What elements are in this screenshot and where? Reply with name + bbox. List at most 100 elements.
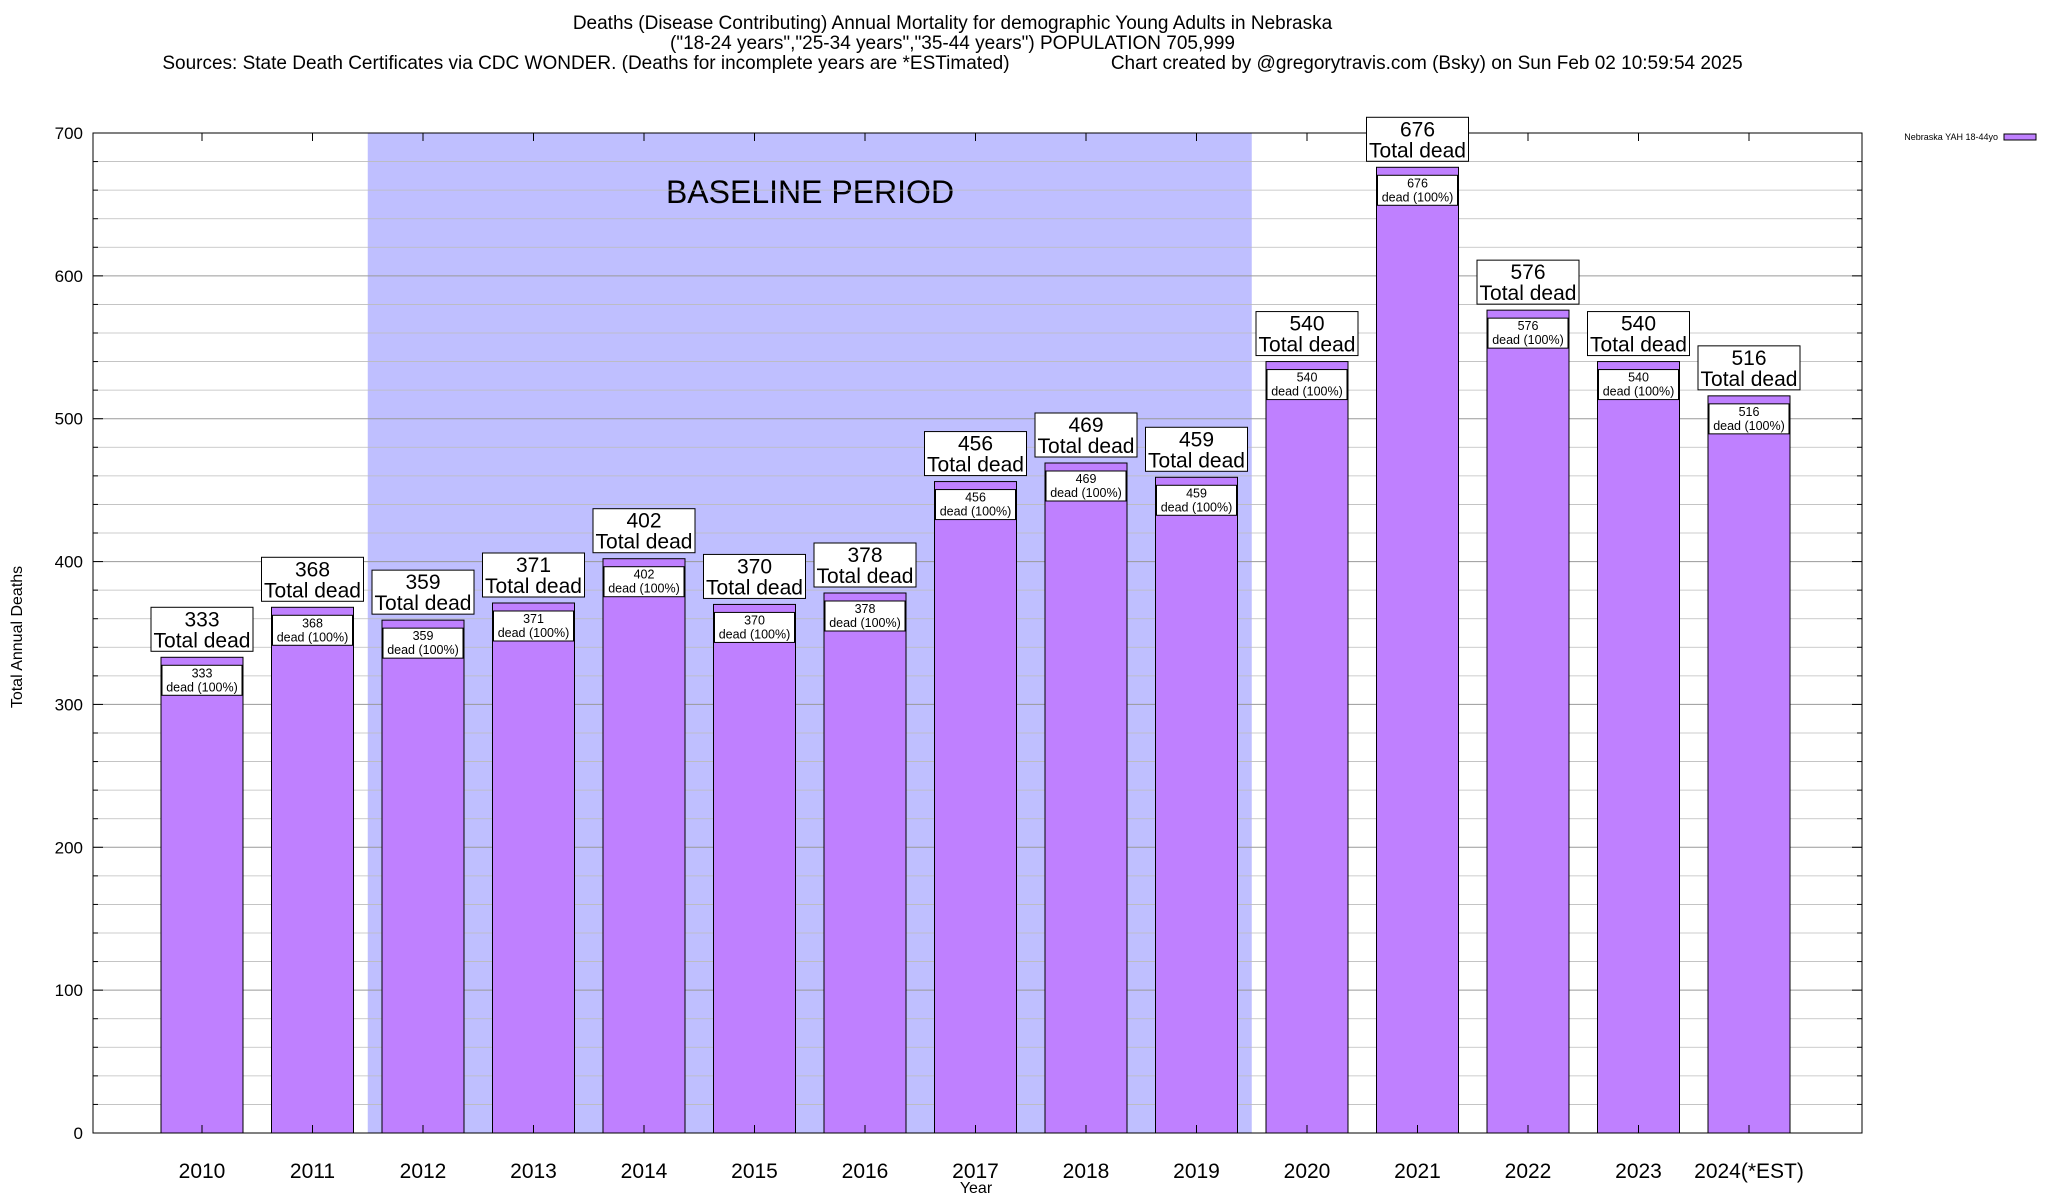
bar-total-caption: Total dead	[1701, 368, 1798, 391]
bar	[1376, 166, 1459, 1134]
bar-total-label-box	[261, 556, 364, 602]
bar-inner-percent: dead (100%)	[719, 627, 791, 641]
bar-inner-label-box	[1598, 369, 1679, 401]
y-tick-label: 300	[55, 695, 83, 714]
legend-swatch	[2003, 133, 2037, 141]
bar	[1155, 476, 1238, 1134]
bar-total-label-box	[1145, 426, 1248, 472]
bar-total-label-box	[1255, 311, 1359, 357]
bar-inner-value: 576	[1518, 319, 1539, 333]
bar-inner-value: 459	[1186, 486, 1207, 500]
x-tick-label: 2010	[179, 1160, 226, 1183]
bar-inner-value: 469	[1076, 472, 1097, 486]
bar	[160, 656, 244, 1134]
bar-total-value: 540	[1289, 313, 1324, 336]
x-tick-label: 2011	[290, 1160, 335, 1183]
bar-total-value: 459	[1179, 428, 1214, 451]
bar	[381, 619, 465, 1134]
bar	[1597, 361, 1680, 1134]
bar-inner-percent: dead (100%)	[829, 616, 901, 630]
x-tick-label: 2022	[1505, 1160, 1552, 1183]
bar-inner-percent: dead (100%)	[277, 630, 349, 644]
bar-total-value: 469	[1068, 414, 1103, 437]
bar-inner-percent: dead (100%)	[1492, 333, 1564, 347]
bar-inner-value: 456	[965, 491, 986, 505]
chart-credit: Chart created by @gregorytravis.com (Bsk…	[1110, 53, 1743, 74]
x-tick-label: 2018	[1063, 1160, 1110, 1183]
bar	[823, 592, 907, 1134]
bar-inner-value: 402	[634, 568, 655, 582]
bar-inner-percent: dead (100%)	[940, 505, 1012, 519]
bar-inner-label-box	[603, 566, 685, 598]
bar-inner-label-box	[714, 611, 795, 643]
bar-total-value: 402	[626, 510, 661, 533]
x-tick-label: 2013	[510, 1160, 557, 1183]
y-tick-label: 200	[55, 838, 83, 857]
chart-sources-credit: Sources: State Death Certificates via CD…	[0, 54, 1905, 74]
bar	[1044, 462, 1128, 1134]
bar-total-label-box	[1587, 311, 1690, 357]
bar-total-value: 516	[1731, 347, 1766, 370]
bar-inner-value: 540	[1628, 371, 1649, 385]
bar-inner-label-box	[1377, 174, 1458, 206]
bar-inner-percent: dead (100%)	[166, 680, 238, 694]
chart-header: Deaths (Disease Contributing) Annual Mor…	[0, 14, 1905, 74]
bar-total-value: 359	[405, 571, 440, 594]
bar-total-value: 370	[737, 555, 772, 578]
bar	[713, 603, 796, 1134]
bar-inner-label-box	[1266, 369, 1348, 401]
chart-title: Deaths (Disease Contributing) Annual Mor…	[572, 13, 1333, 34]
bar-total-label-box	[1366, 116, 1469, 162]
x-tick-label: 2015	[731, 1160, 778, 1183]
bar-total-value: 371	[516, 554, 551, 577]
bar-inner-percent: dead (100%)	[498, 626, 570, 640]
bar-inner-label-box	[272, 614, 353, 646]
x-tick-label: 2014	[621, 1160, 668, 1183]
bar	[1486, 309, 1570, 1134]
bar-inner-value: 676	[1407, 176, 1428, 190]
x-tick-label: 2020	[1284, 1160, 1331, 1183]
x-tick-label: 2012	[400, 1160, 447, 1183]
bar-inner-label-box	[1708, 403, 1790, 435]
x-tick-label: 2017	[952, 1160, 999, 1183]
baseline-period-label: BASELINE PERIOD	[666, 174, 954, 210]
bar-total-label-box	[1034, 412, 1138, 458]
bar-total-value: 368	[295, 558, 330, 581]
bar-inner-percent: dead (100%)	[1161, 500, 1233, 514]
bar-total-value: 540	[1621, 313, 1656, 336]
bar-total-caption: Total dead	[706, 576, 803, 599]
bar-inner-percent: dead (100%)	[608, 582, 680, 596]
y-tick-label: 700	[55, 124, 83, 143]
bar-total-value: 378	[847, 544, 882, 567]
y-tick-label: 0	[74, 1124, 83, 1143]
bar-total-value: 333	[184, 608, 219, 631]
bar-inner-value: 371	[523, 612, 544, 626]
bar-inner-percent: dead (100%)	[1713, 419, 1785, 433]
x-tick-label: 2023	[1615, 1160, 1662, 1183]
y-tick-label: 400	[55, 553, 83, 572]
bar	[271, 606, 354, 1134]
bar-total-label-box	[1476, 259, 1580, 305]
x-tick-label: 2019	[1173, 1160, 1220, 1183]
bar-inner-label-box	[1487, 317, 1569, 349]
y-tick-label: 100	[55, 981, 83, 1000]
bar	[1265, 361, 1349, 1134]
bar-total-label-box	[703, 553, 806, 599]
bar-total-label-box	[371, 569, 475, 615]
x-tick-label: 2021	[1394, 1160, 1441, 1183]
bar	[492, 602, 575, 1134]
bar-total-caption: Total dead	[264, 579, 361, 602]
bar	[602, 558, 686, 1134]
chart-sources: Sources: State Death Certificates via CD…	[162, 53, 1010, 74]
bar-total-value: 456	[958, 433, 993, 456]
bar-total-caption: Total dead	[1480, 282, 1577, 305]
bar-inner-label-box	[493, 610, 574, 642]
plot-frame	[92, 132, 1863, 1134]
axes: 0 100 200 300 400 500 600 700 2010 2011 2012 2013 20…	[55, 124, 1863, 1183]
legend: Nebraska YAH 18-44yo	[1904, 132, 2037, 142]
bar-inner-percent: dead (100%)	[387, 643, 459, 657]
bar-total-caption: Total dead	[1369, 139, 1466, 162]
bar-total-caption: Total dead	[927, 454, 1024, 477]
